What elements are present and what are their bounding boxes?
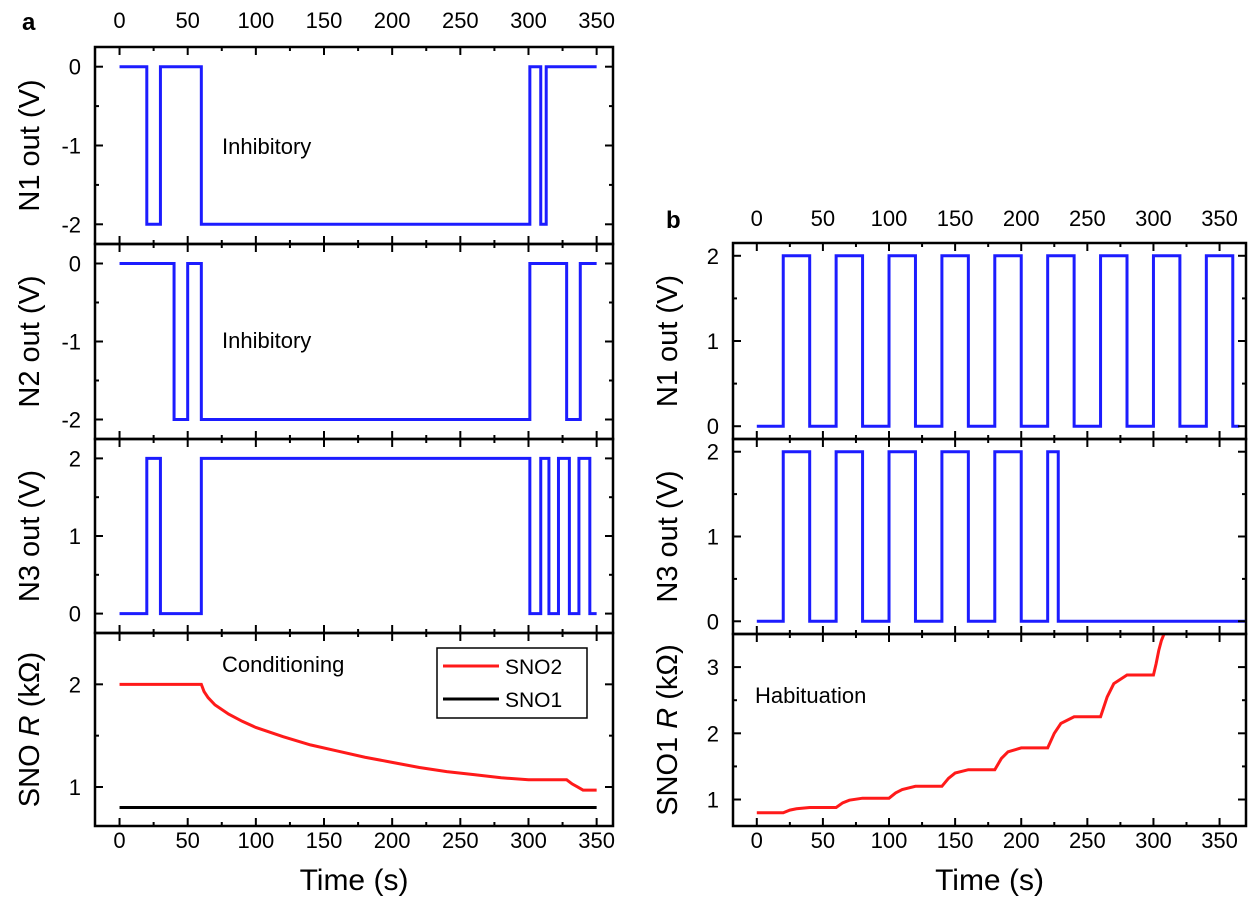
y-tick-label: 0 [69,55,81,80]
x-tick-label-bottom: 300 [510,828,547,853]
x-tick-label-top: 250 [442,8,479,33]
x-tick-label-bottom: 250 [1069,828,1106,853]
x-tick-label-bottom: 200 [374,828,411,853]
y-tick-label: 2 [707,244,719,269]
x-tick-label-bottom: 200 [1003,828,1040,853]
y-tick-label: -2 [61,408,81,433]
x-tick-label-bottom: 100 [871,828,908,853]
subplot-a-3: 0 1 2 N3 out (V) [14,437,615,635]
legend: SNO2 SNO1 [436,647,588,719]
plot-frame [93,45,615,246]
y-tick-label: 1 [707,329,719,354]
x-axis-label: Time (s) [935,864,1044,897]
series-line-sno2 [119,682,597,792]
y-tick-label: -2 [61,212,81,237]
x-tick-label-bottom: 150 [306,828,343,853]
annotation: Conditioning [222,652,344,677]
annotation: Inhibitory [222,134,311,159]
x-tick-label-bottom: 100 [237,828,274,853]
x-axis-label: Time (s) [300,864,409,897]
subplot-b-1: 0 1 2 N1 out (V) [652,241,1248,441]
panel-label: b [666,207,681,234]
plot-frame [93,631,615,828]
subplot-a-1: -2 -1 0 N1 out (V) Inhibitory [14,45,615,246]
x-tick-label-top: 50 [811,206,835,231]
y-tick-label: 1 [69,775,81,800]
x-tick-label-bottom: 350 [1201,828,1238,853]
x-tick-label-top: 0 [113,8,125,33]
annotation: Habituation [755,683,866,708]
subplot-a-4: 1 2 SNO R (kΩ) Conditioning SNO2 SNO1 [14,631,615,828]
x-tick-label-bottom: 350 [578,828,615,853]
x-tick-label-bottom: 50 [175,828,199,853]
x-tick-label-top: 200 [374,8,411,33]
plot-frame [93,437,615,635]
series-line [756,450,1246,623]
x-tick-label-bottom: 250 [442,828,479,853]
y-tick-label: 0 [707,414,719,439]
subplot-b-3: 1 2 3 SNO1 R (kΩ) Habituation [652,632,1248,828]
y-tick-label: 2 [69,446,81,471]
y-axis-label: N3 out (V) [14,470,46,602]
y-tick-label: 3 [707,655,719,680]
x-tick-label-bottom: 0 [113,828,125,853]
panel-b: b 005050100100150150200200250250300300350… [652,206,1248,897]
y-axis-label: N1 out (V) [652,275,684,407]
y-axis-label: N1 out (V) [14,79,46,211]
series-line [119,262,597,421]
y-tick-label: 0 [69,602,81,627]
x-tick-label-top: 150 [306,8,343,33]
series-line [119,65,597,226]
y-tick-label: -1 [61,134,81,159]
y-tick-label: 0 [69,252,81,277]
y-axis-label: N2 out (V) [14,275,46,407]
y-tick-label: 1 [707,788,719,813]
subplot-b-2: 0 1 2 N3 out (V) [652,437,1248,636]
x-tick-label-top: 50 [175,8,199,33]
y-tick-label: 0 [707,609,719,634]
x-tick-label-top: 0 [751,206,763,231]
legend-entry: SNO1 [505,689,562,712]
panel-label: a [22,9,36,36]
y-tick-label: 2 [707,721,719,746]
panel-a: a 005050100100150150200200250250300300350… [14,8,615,897]
legend-entry: SNO2 [505,656,562,679]
y-axis-label: N3 out (V) [652,470,684,602]
x-tick-label-top: 200 [1003,206,1040,231]
subplot-a-2: -2 -1 0 N2 out (V) Inhibitory [14,242,615,441]
x-tick-label-top: 350 [1201,206,1238,231]
x-tick-label-bottom: 300 [1135,828,1172,853]
series-line [756,254,1240,428]
x-tick-label-bottom: 150 [937,828,974,853]
y-axis-label: SNO1 R (kΩ) [652,644,684,816]
y-tick-label: 2 [69,672,81,697]
plot-frame [731,632,1248,828]
y-tick-label: 1 [69,524,81,549]
y-axis-label: SNO R (kΩ) [14,652,46,807]
x-tick-label-bottom: 50 [811,828,835,853]
x-tick-label-top: 100 [237,8,274,33]
x-tick-label-top: 150 [937,206,974,231]
legend-box [436,647,588,719]
x-tick-label-top: 100 [871,206,908,231]
x-tick-label-top: 300 [1135,206,1172,231]
y-tick-label: 2 [707,440,719,465]
series-line [119,456,597,616]
y-tick-label: -1 [61,330,81,355]
annotation: Inhibitory [222,328,311,353]
series-line [756,634,1166,815]
y-tick-label: 1 [707,525,719,550]
x-tick-label-bottom: 0 [751,828,763,853]
x-tick-label-top: 350 [578,8,615,33]
x-tick-label-top: 300 [510,8,547,33]
x-tick-label-top: 250 [1069,206,1106,231]
